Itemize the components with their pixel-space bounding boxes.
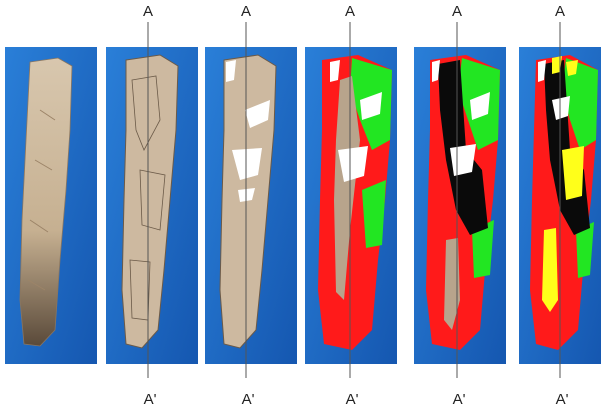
panel-photo	[5, 47, 97, 364]
label-top-p3: A	[240, 3, 252, 20]
label-top-p6: A	[554, 3, 566, 20]
panel-outlined-white	[205, 47, 297, 364]
bone-photo-texture	[27, 109, 56, 291]
label-bottom-p6: A'	[555, 391, 569, 408]
green-region-p6	[562, 58, 598, 278]
panel-outlined	[106, 47, 198, 364]
label-bottom-p2: A'	[143, 391, 157, 408]
label-top-p5: A	[451, 3, 463, 20]
panel-colored-3	[305, 47, 397, 364]
white-region-p6	[538, 60, 570, 120]
section-lines	[147, 22, 561, 378]
label-top-p4: A	[344, 3, 356, 20]
green-region-p5	[458, 58, 500, 278]
tan-region-p5	[444, 238, 460, 330]
white-region-p5	[432, 60, 490, 176]
panel-colored-4	[414, 47, 506, 364]
tan-region-p4	[334, 76, 360, 300]
label-top-p2: A	[142, 3, 154, 20]
white-region-p4	[330, 60, 382, 182]
yellow-region-p6	[542, 56, 584, 312]
green-region-p4	[350, 58, 392, 248]
bone-outlined-white	[219, 54, 277, 349]
label-bottom-p5: A'	[452, 391, 466, 408]
label-bottom-p4: A'	[345, 391, 359, 408]
white-areas-p3	[226, 60, 270, 202]
label-bottom-p3: A'	[241, 391, 255, 408]
bone-photo	[19, 57, 73, 347]
